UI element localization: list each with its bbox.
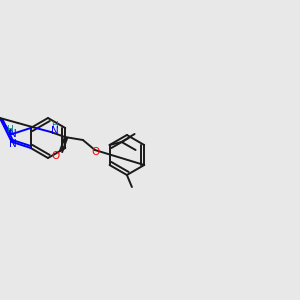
- Text: N: N: [51, 126, 59, 136]
- Text: N: N: [9, 129, 17, 139]
- Text: N: N: [9, 139, 16, 149]
- Text: O: O: [92, 147, 100, 157]
- Text: H: H: [6, 125, 13, 134]
- Text: H: H: [52, 121, 58, 130]
- Text: O: O: [52, 151, 60, 161]
